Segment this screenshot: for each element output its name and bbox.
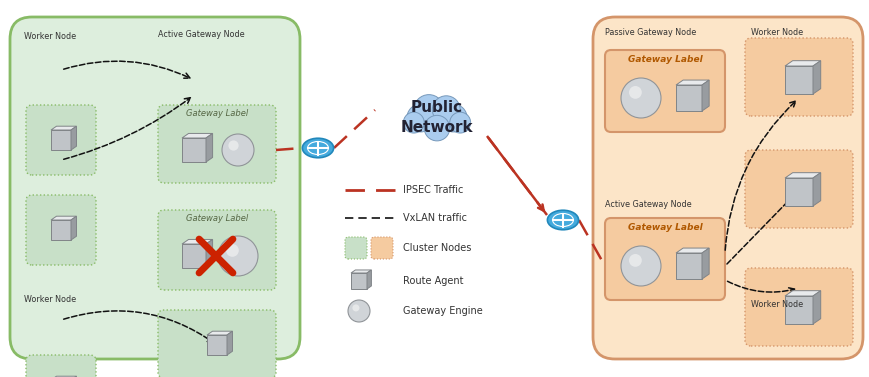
Circle shape bbox=[621, 246, 661, 286]
Text: Gateway Label: Gateway Label bbox=[186, 109, 249, 118]
Polygon shape bbox=[785, 296, 813, 324]
Polygon shape bbox=[71, 376, 76, 377]
Text: Gateway Label: Gateway Label bbox=[627, 223, 702, 232]
Polygon shape bbox=[71, 216, 76, 240]
Polygon shape bbox=[676, 248, 709, 253]
Polygon shape bbox=[367, 270, 371, 289]
FancyBboxPatch shape bbox=[745, 150, 853, 228]
Circle shape bbox=[218, 236, 258, 276]
Circle shape bbox=[621, 78, 661, 118]
Polygon shape bbox=[51, 376, 76, 377]
Polygon shape bbox=[785, 178, 813, 206]
Text: Worker Node: Worker Node bbox=[751, 300, 803, 309]
Ellipse shape bbox=[302, 138, 334, 158]
Polygon shape bbox=[702, 248, 709, 279]
Polygon shape bbox=[207, 335, 227, 355]
Polygon shape bbox=[182, 138, 206, 162]
Polygon shape bbox=[785, 66, 813, 94]
FancyBboxPatch shape bbox=[26, 195, 96, 265]
Circle shape bbox=[226, 244, 239, 257]
Circle shape bbox=[403, 112, 424, 133]
Text: Worker Node: Worker Node bbox=[24, 32, 76, 41]
Polygon shape bbox=[813, 61, 820, 94]
Polygon shape bbox=[51, 126, 76, 130]
FancyBboxPatch shape bbox=[158, 105, 276, 183]
FancyBboxPatch shape bbox=[593, 17, 863, 359]
Circle shape bbox=[433, 96, 461, 124]
FancyBboxPatch shape bbox=[26, 105, 96, 175]
Polygon shape bbox=[206, 133, 213, 162]
Circle shape bbox=[450, 112, 471, 133]
Text: IPSEC Traffic: IPSEC Traffic bbox=[403, 185, 463, 195]
Text: Network: Network bbox=[401, 121, 474, 135]
FancyBboxPatch shape bbox=[10, 17, 300, 359]
Circle shape bbox=[222, 134, 254, 166]
Polygon shape bbox=[676, 85, 702, 111]
Text: Passive Gateway Node: Passive Gateway Node bbox=[605, 28, 696, 37]
Text: Gateway Label: Gateway Label bbox=[186, 214, 249, 223]
Circle shape bbox=[414, 95, 444, 125]
Circle shape bbox=[424, 115, 450, 141]
Polygon shape bbox=[182, 244, 206, 268]
Polygon shape bbox=[702, 80, 709, 111]
FancyBboxPatch shape bbox=[158, 210, 276, 290]
Polygon shape bbox=[813, 173, 820, 206]
Circle shape bbox=[348, 300, 370, 322]
Text: Gateway Engine: Gateway Engine bbox=[403, 306, 483, 316]
Polygon shape bbox=[785, 61, 820, 66]
Circle shape bbox=[440, 104, 468, 132]
FancyBboxPatch shape bbox=[745, 38, 853, 116]
Polygon shape bbox=[785, 291, 820, 296]
FancyBboxPatch shape bbox=[158, 310, 276, 377]
Circle shape bbox=[229, 140, 239, 151]
Circle shape bbox=[407, 104, 434, 132]
Text: Worker Node: Worker Node bbox=[751, 28, 803, 37]
Polygon shape bbox=[51, 130, 71, 150]
Text: Active Gateway Node: Active Gateway Node bbox=[605, 200, 692, 209]
Text: Cluster Nodes: Cluster Nodes bbox=[403, 243, 471, 253]
FancyBboxPatch shape bbox=[26, 355, 96, 377]
Polygon shape bbox=[676, 80, 709, 85]
Polygon shape bbox=[71, 126, 76, 150]
Polygon shape bbox=[785, 173, 820, 178]
Text: Route Agent: Route Agent bbox=[403, 276, 463, 286]
FancyBboxPatch shape bbox=[605, 50, 725, 132]
Text: Gateway Label: Gateway Label bbox=[627, 55, 702, 64]
Text: Active Gateway Node: Active Gateway Node bbox=[158, 30, 245, 39]
FancyBboxPatch shape bbox=[345, 237, 367, 259]
Circle shape bbox=[629, 86, 642, 99]
Polygon shape bbox=[182, 133, 213, 138]
FancyBboxPatch shape bbox=[605, 218, 725, 300]
Polygon shape bbox=[227, 331, 233, 355]
Text: Public: Public bbox=[411, 101, 463, 115]
Polygon shape bbox=[182, 239, 213, 244]
Text: Worker Node: Worker Node bbox=[24, 295, 76, 304]
Polygon shape bbox=[206, 239, 213, 268]
Polygon shape bbox=[676, 253, 702, 279]
Polygon shape bbox=[207, 331, 233, 335]
Polygon shape bbox=[51, 220, 71, 240]
Ellipse shape bbox=[547, 210, 579, 230]
Circle shape bbox=[353, 304, 360, 311]
Polygon shape bbox=[813, 291, 820, 324]
Polygon shape bbox=[351, 273, 367, 289]
Text: VxLAN traffic: VxLAN traffic bbox=[403, 213, 467, 223]
FancyBboxPatch shape bbox=[371, 237, 393, 259]
Polygon shape bbox=[351, 270, 371, 273]
Circle shape bbox=[629, 254, 642, 267]
Polygon shape bbox=[51, 216, 76, 220]
Circle shape bbox=[420, 98, 454, 133]
FancyBboxPatch shape bbox=[745, 268, 853, 346]
